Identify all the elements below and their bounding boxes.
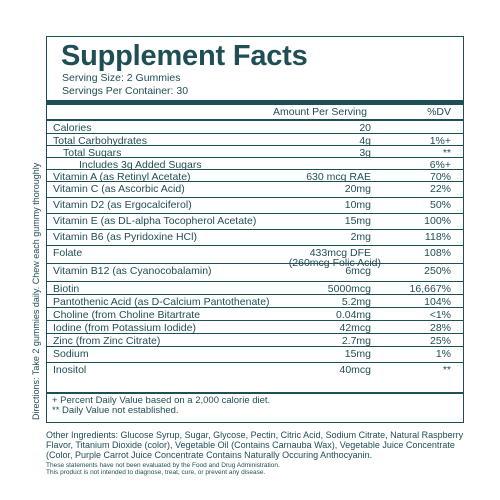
nutrient-amount: 42mcg [339,322,371,334]
nutrient-amount: 5000mcg [327,283,371,295]
table-row: Vitamin E (as DL-alpha Tocopherol Acetat… [47,213,463,229]
footnote-dv: + Percent Daily Value based on a 2,000 c… [52,395,271,406]
disease-disclaimer: This product is not intended to diagnose… [46,469,266,476]
footnote-not-established: ** Daily Value not established. [52,405,179,416]
table-row: Sodium 15mg 1% [47,346,463,362]
table-row: Total Carbohydrates 4g 1%+ [47,133,463,147]
nutrient-amount: 2mg [350,231,371,243]
table-row: Pantothenic Acid (as D-Calcium Pantothen… [47,294,463,308]
panel-title: Supplement Facts [61,40,308,72]
nutrient-name: Vitamin C (as Ascorbic Acid) [53,183,185,195]
nutrient-dv: <1% [429,309,451,321]
nutrient-name: Calories [53,122,92,134]
nutrient-amount: 20 [359,122,371,134]
nutrient-amount: 15mg [344,215,371,227]
nutrient-dv: 108% [424,247,451,259]
amount-per-serving-header: Amount Per Serving [273,106,367,118]
nutrient-dv: 1% [435,348,451,360]
nutrient-amount: 0.04mg [335,309,371,321]
table-row: Includes 3g Added Sugars 6%+ [47,157,463,171]
nutrient-dv: 100% [424,215,451,227]
thick-divider [47,100,463,105]
nutrient-name: Inositol [53,364,87,376]
nutrient-name: Total Carbohydrates [53,135,147,147]
nutrient-amount: 6mcg [345,265,371,277]
nutrient-amount: 4g [359,135,371,147]
serving-size: Serving Size: 2 Gummies [62,72,181,84]
nutrient-dv: 250% [424,265,451,277]
table-row: Iodine (from Potassium Iodide) 42mcg 28% [47,320,463,334]
nutrient-dv: 104% [424,296,451,308]
table-row: Vitamin B12 (as Cyanocobalamin) 6mcg 250% [47,263,463,281]
nutrient-dv: ** [442,147,451,159]
table-row: Zinc (from Zinc Citrate) 2.7mg 25% [47,333,463,347]
nutrient-name: Vitamin A (as Retinyl Acetate) [53,171,191,183]
nutrient-dv: 70% [429,171,451,183]
nutrient-name: Vitamin E (as DL-alpha Tocopherol Acetat… [53,215,257,227]
dv-header: %DV [427,106,451,118]
nutrient-dv: 1%+ [429,135,451,147]
nutrient-name: Vitamin B6 (as Pyridoxine HCl) [53,231,197,243]
nutrient-name: Choline (from Choline Bitartrate [53,309,201,321]
table-row: Vitamin C (as Ascorbic Acid) 20mg 22% [47,181,463,197]
nutrient-name: Zinc (from Zinc Citrate) [53,335,161,347]
other-ingredients: Other Ingredients: Glucose Syrup, Sugar,… [46,430,464,460]
nutrient-dv: 22% [429,183,451,195]
nutrient-amount: 630 mcg RAE [306,171,371,183]
nutrient-name: Iodine (from Potassium Iodide) [53,322,196,334]
table-row: Choline (from Choline Bitartrate 0.04mg <1… [47,307,463,321]
supplement-facts-panel: Supplement Facts Serving Size: 2 Gummies… [46,36,464,423]
nutrient-name: Total Sugars [63,147,122,159]
table-row: Biotin 5000mcg 16,667% [47,281,463,295]
nutrient-dv: 6%+ [429,159,451,171]
nutrient-amount: 433mcg DFE [309,247,371,259]
fda-disclaimer: These statements have not been evaluated… [46,462,280,469]
nutrient-dv: 118% [424,231,451,243]
header-rule [47,119,463,121]
nutrient-amount: 5.2mg [341,296,371,308]
nutrient-dv: 50% [429,199,451,211]
nutrient-dv: 16,667% [409,283,451,295]
nutrient-amount: 40mcg [339,364,371,376]
nutrient-name: Vitamin D2 (as Ergocalciferol) [53,199,192,211]
table-row: Folate 433mcg DFE (260mcg Folic Acid) 108% [47,245,463,269]
nutrient-amount: 2.7mg [341,335,371,347]
nutrient-name: Includes 3g Added Sugars [79,159,202,171]
table-row: Vitamin B6 (as Pyridoxine HCl) 2mg 118% [47,229,463,245]
nutrient-name: Folate [53,247,83,259]
nutrient-name: Sodium [53,348,89,360]
directions-side-text: Directions: Take 2 gummies daily. Chew e… [31,162,41,420]
table-row: Inositol 40mcg ** [47,362,463,392]
nutrient-amount: 20mg [344,183,371,195]
table-row: Vitamin A (as Retinyl Acetate) 630 mcg RA… [47,169,463,183]
nutrient-amount: 15mg [344,348,371,360]
nutrient-name: Biotin [53,283,80,295]
nutrient-dv: ** [442,364,451,376]
table-row: Vitamin D2 (as Ergocalciferol) 10mg 50% [47,197,463,213]
nutrient-dv: 25% [429,335,451,347]
table-row: Total Sugars 3g ** [47,145,463,159]
table-bottom-rule [47,392,463,394]
nutrient-amount: 10mg [344,199,371,211]
table-row: Calories 20 [47,121,463,134]
nutrient-dv: 28% [429,322,451,334]
nutrient-name: Pantothenic Acid (as D-Calcium Pantothen… [53,296,270,308]
nutrient-amount: 3g [359,147,371,159]
servings-per-container: Servings Per Container: 30 [62,85,189,97]
nutrient-name: Vitamin B12 (as Cyanocobalamin) [53,265,212,277]
